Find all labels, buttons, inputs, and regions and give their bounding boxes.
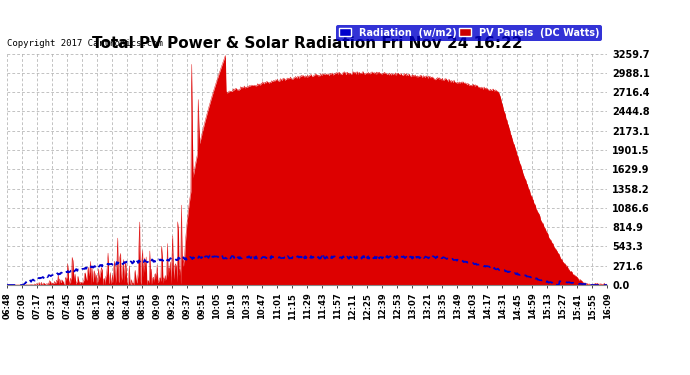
Legend: Radiation  (w/m2), PV Panels  (DC Watts): Radiation (w/m2), PV Panels (DC Watts) <box>337 25 602 40</box>
Title: Total PV Power & Solar Radiation Fri Nov 24 16:22: Total PV Power & Solar Radiation Fri Nov… <box>92 36 522 51</box>
Text: Copyright 2017 Cartronics.com: Copyright 2017 Cartronics.com <box>7 39 163 48</box>
